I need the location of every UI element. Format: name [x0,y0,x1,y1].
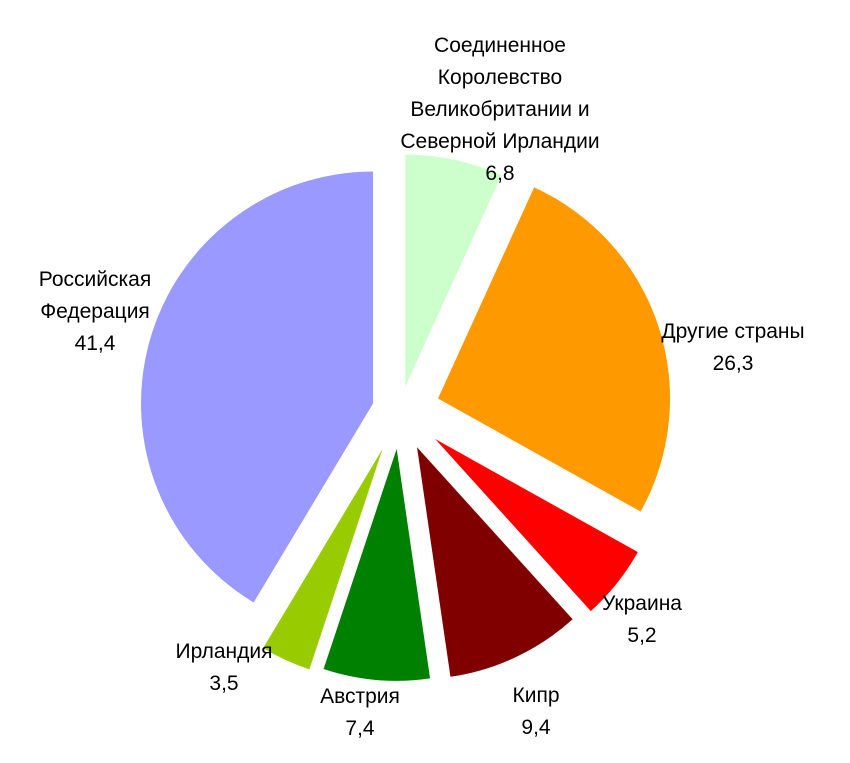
slice-category: Российская [39,268,151,291]
slice-label: Украина 5,2 [602,592,682,647]
slice-category: Украина [602,592,682,615]
slice-labels: Соединенное Королевство Великобритании и Се… [39,34,805,740]
slice-category: Великобритании и [410,98,589,121]
slice-value: 3,5 [209,672,238,695]
slice-category: Другие страны [661,320,804,343]
slice-category: Соединенное [434,34,566,57]
slice-value: 26,3 [713,352,754,375]
slice-label: Другие страны 26,3 [661,320,804,375]
slice-category: Кипр [512,684,559,707]
slice-label: Российская Федерация 41,4 [39,268,151,355]
slice-value: 41,4 [75,332,116,355]
pie-slice [263,449,383,670]
slice-category: Королевство [438,66,562,89]
pie-slice [435,439,638,612]
slice-value: 7,4 [345,717,375,740]
slice-value: 6,8 [485,162,514,185]
pie-slice [405,154,502,387]
pie-slice [323,448,431,681]
slice-category: Ирландия [176,640,273,663]
slice-label: Ирландия 3,5 [176,640,273,695]
pie-slice [438,187,671,512]
slice-label: Австрия 7,4 [320,685,400,740]
slice-value: 5,2 [627,624,656,647]
slice-category: Австрия [320,685,400,708]
slice-category: Северной Ирландии [400,130,599,153]
slice-label: Кипр 9,4 [512,684,559,739]
slice-label: Соединенное Королевство Великобритании и Се… [400,34,599,185]
pie-slice [141,171,374,603]
slice-category: Федерация [40,300,150,323]
pie-slices [141,154,671,681]
slice-value: 9,4 [521,716,551,739]
pie-slice [417,447,573,677]
